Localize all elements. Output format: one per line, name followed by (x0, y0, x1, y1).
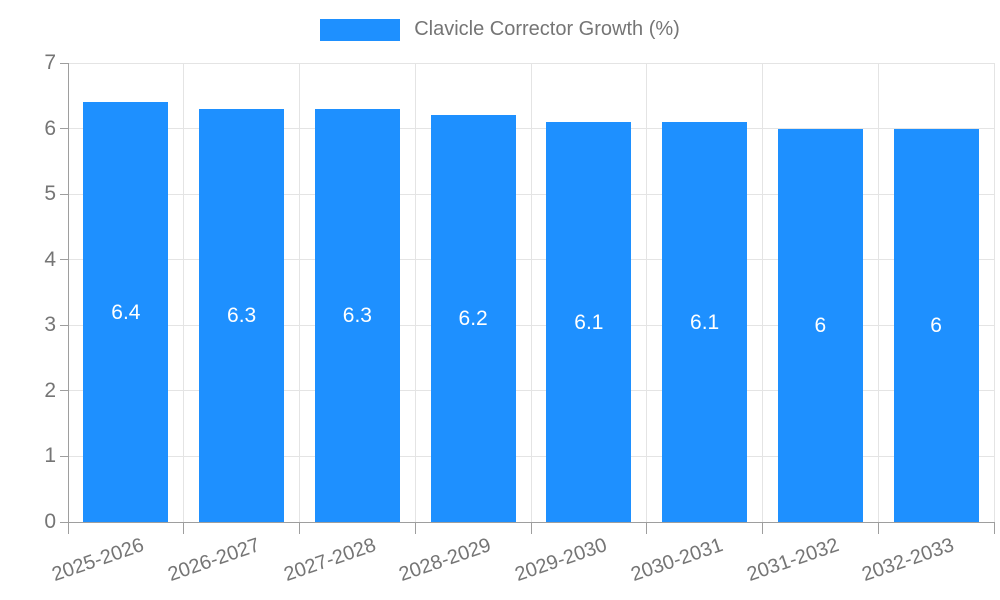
bar-2031-2032[interactable]: 6 (777, 128, 863, 522)
bar-value-label: 6 (814, 313, 827, 337)
v-gridline (993, 63, 995, 522)
v-gridline (646, 63, 648, 522)
bar-value-label: 6.1 (574, 310, 604, 334)
x-tick-label: 2030-2031 (628, 534, 726, 586)
bar-value-label: 6.3 (227, 303, 257, 327)
bar-2026-2027[interactable]: 6.3 (199, 108, 285, 522)
y-axis-tick (60, 128, 68, 130)
bar-value-label: 6.1 (690, 310, 720, 334)
legend-label: Clavicle Corrector Growth (%) (414, 18, 680, 40)
y-tick-label: 6 (44, 116, 56, 140)
x-axis-tick (762, 522, 763, 534)
y-axis-tick (60, 390, 68, 392)
y-axis-tick (60, 324, 68, 326)
x-axis-tick (530, 522, 532, 534)
v-gridline (762, 63, 763, 522)
v-gridline (414, 63, 416, 522)
bar-2027-2028[interactable]: 6.3 (314, 108, 400, 522)
x-tick-label: 2025-2026 (49, 534, 148, 586)
x-tick-label: 2027-2028 (280, 534, 379, 586)
bar-2029-2030[interactable]: 6.1 (546, 122, 632, 522)
y-tick-label: 2 (44, 378, 56, 402)
x-axis-line (68, 522, 994, 523)
x-tick-label: 2026-2027 (165, 534, 263, 586)
bar-value-label: 6.2 (458, 307, 488, 331)
y-axis-tick (60, 521, 68, 523)
x-tick-label: 2028-2029 (396, 534, 495, 586)
y-tick-label: 5 (44, 182, 56, 206)
y-tick-label: 4 (44, 247, 56, 271)
y-axis-tick (60, 259, 68, 261)
y-axis-tick (60, 455, 68, 457)
x-axis-tick (67, 522, 69, 534)
bar-2028-2029[interactable]: 6.2 (430, 115, 516, 522)
v-gridline (530, 63, 532, 522)
y-axis-tick (60, 62, 68, 64)
bar-value-label: 6 (930, 313, 942, 337)
bar-value-label: 6.3 (342, 303, 372, 327)
v-gridline (183, 63, 185, 522)
y-tick-label: 0 (44, 510, 56, 533)
x-axis-tick (299, 522, 300, 534)
y-axis-tick (60, 193, 68, 195)
bar-2025-2026[interactable]: 6.4 (83, 102, 169, 522)
x-axis-tick (877, 522, 879, 534)
x-tick-label: 2031-2032 (743, 534, 842, 586)
chart-legend[interactable]: Clavicle Corrector Growth (%) (0, 18, 1000, 41)
x-axis-tick (183, 522, 185, 534)
legend-swatch (320, 18, 401, 41)
y-tick-label: 7 (44, 51, 56, 74)
bar-value-label: 6.4 (111, 300, 141, 324)
bar-2030-2031[interactable]: 6.1 (662, 122, 748, 522)
x-tick-label: 2029-2030 (512, 534, 611, 586)
y-tick-label: 1 (44, 444, 56, 468)
v-gridline (877, 63, 879, 522)
x-axis-tick (993, 522, 995, 534)
x-axis-tick (414, 522, 416, 534)
x-axis-tick (646, 522, 648, 534)
x-tick-label: 2032-2033 (859, 534, 958, 586)
y-tick-label: 3 (44, 313, 56, 337)
y-axis-line (68, 63, 69, 522)
v-gridline (299, 63, 300, 522)
plot-area: 6.4 6.3 6.3 6.2 6.1 6.1 6 6 (68, 62, 995, 523)
bar-2032-2033[interactable]: 6 (893, 128, 979, 522)
